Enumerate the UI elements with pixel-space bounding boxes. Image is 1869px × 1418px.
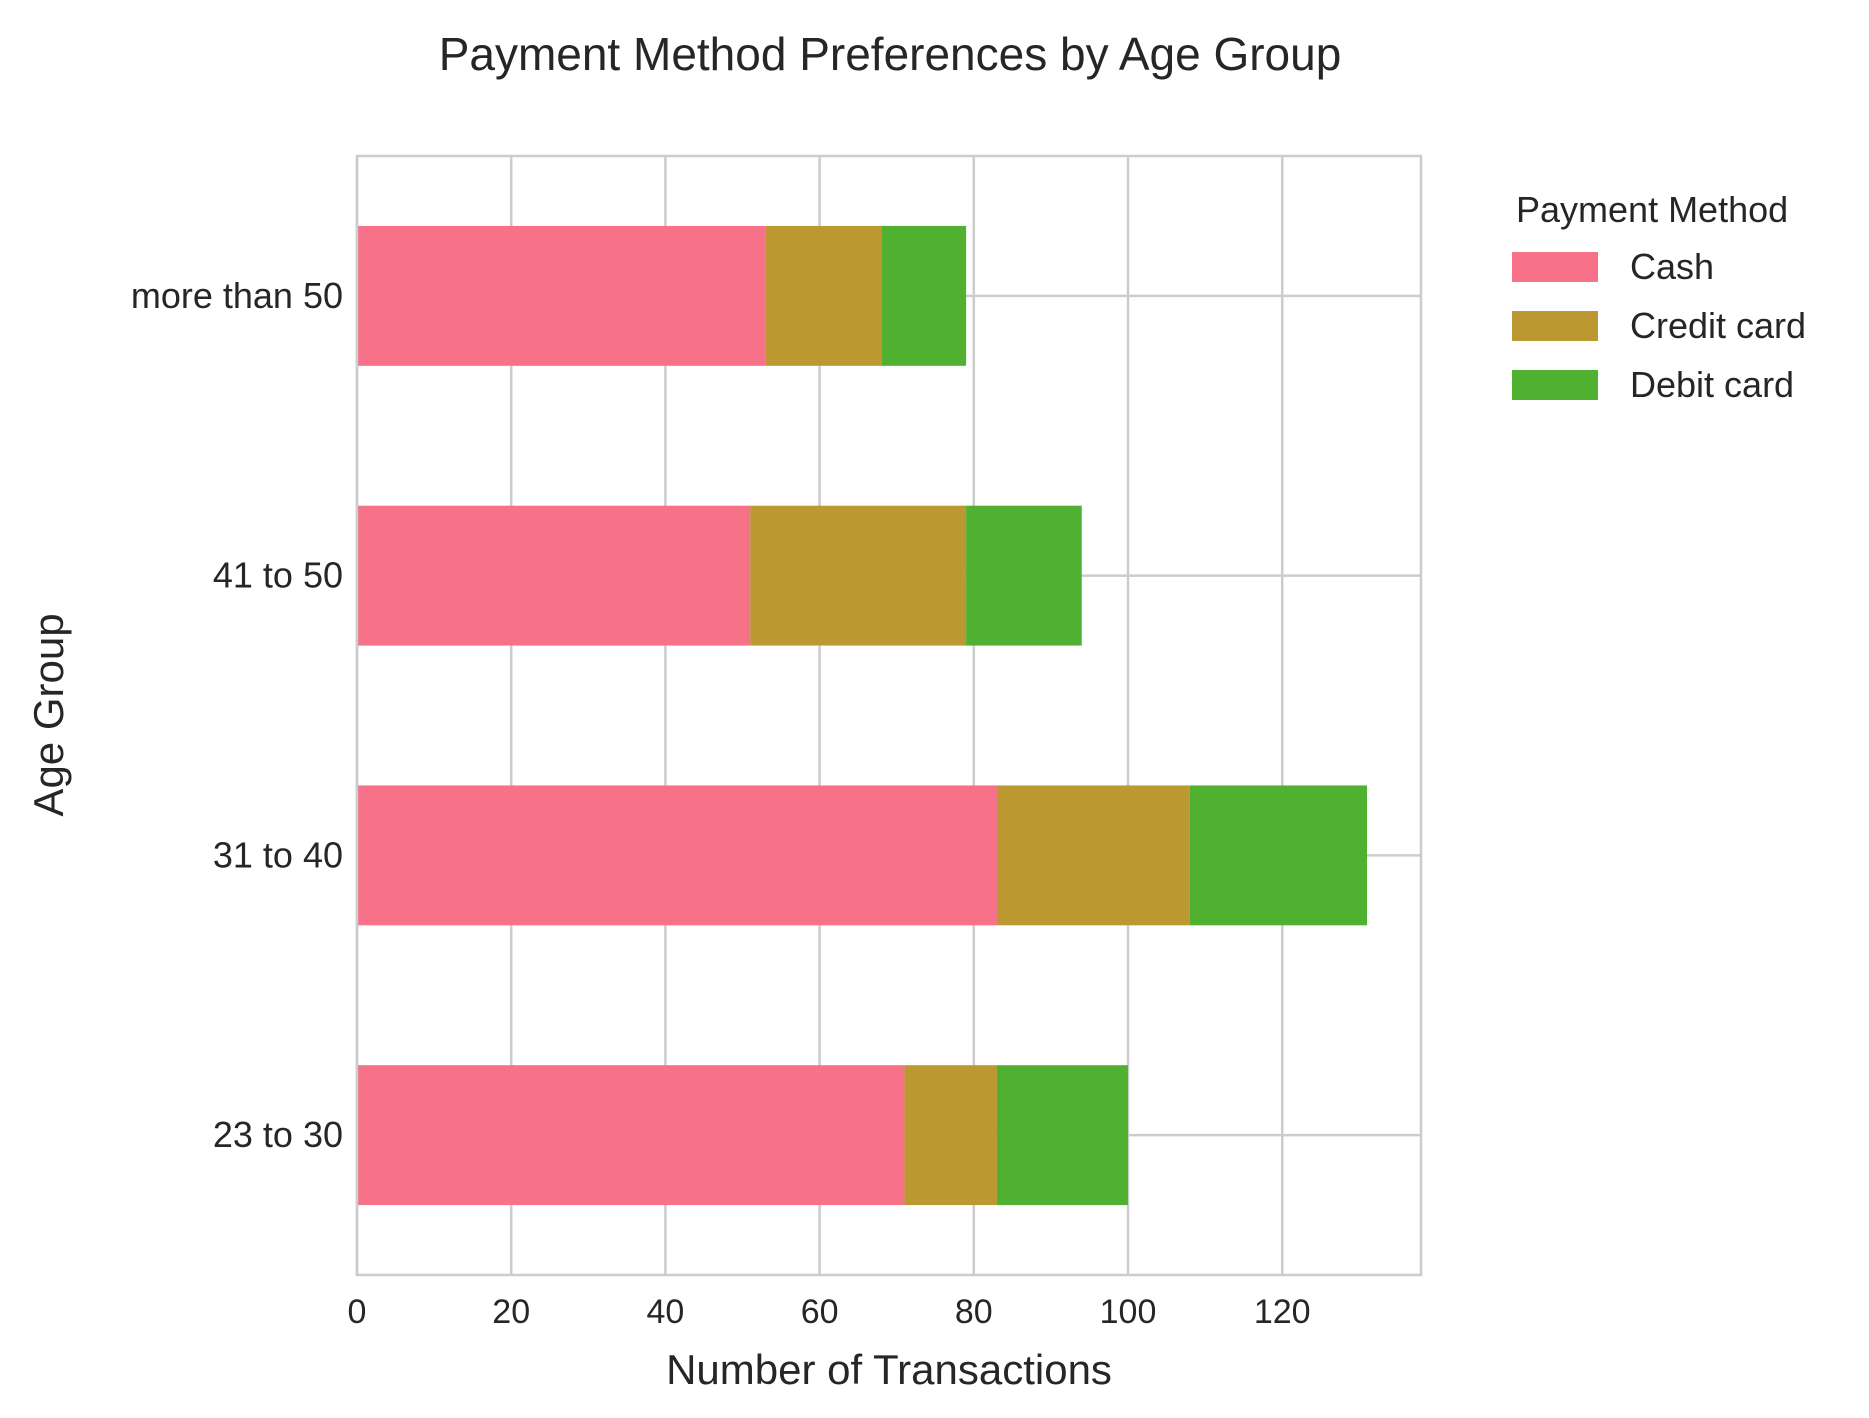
- legend-label: Cash: [1630, 246, 1714, 287]
- x-tick-label: 80: [955, 1293, 993, 1331]
- x-axis-label: Number of Transactions: [666, 1346, 1112, 1393]
- legend-label: Credit card: [1630, 305, 1806, 346]
- y-axis-label: Age Group: [25, 613, 72, 816]
- bar-segment: [357, 225, 766, 366]
- bar-segment: [881, 225, 967, 366]
- bars: [357, 225, 1368, 1206]
- legend-swatch: [1512, 311, 1598, 341]
- bar-segment: [904, 1065, 997, 1206]
- x-tick-label: 100: [1100, 1293, 1157, 1331]
- bar-segment: [750, 505, 967, 646]
- bar-segment: [996, 1065, 1129, 1206]
- x-tick-label: 20: [492, 1293, 530, 1331]
- x-tick-label: 40: [646, 1293, 684, 1331]
- bar-segment: [996, 785, 1190, 926]
- y-tick-label: 23 to 30: [213, 1114, 343, 1155]
- chart-title: Payment Method Preferences by Age Group: [439, 28, 1342, 80]
- bar-segment: [357, 1065, 905, 1206]
- x-tick-label: 60: [801, 1293, 839, 1331]
- legend-label: Debit card: [1630, 364, 1794, 405]
- bar-segment: [765, 225, 882, 366]
- legend-title: Payment Method: [1516, 189, 1788, 230]
- y-tick-label: 31 to 40: [213, 834, 343, 875]
- bar-segment: [1189, 785, 1368, 926]
- x-tick-label: 0: [348, 1293, 367, 1331]
- bar-segment: [357, 505, 751, 646]
- bar-segment: [966, 505, 1082, 646]
- bar-segment: [357, 785, 997, 926]
- y-tick-labels: 23 to 30 31 to 40 41 to 50 more than 50: [131, 275, 343, 1155]
- legend-swatch: [1512, 370, 1598, 400]
- x-tick-label: 120: [1254, 1293, 1311, 1331]
- y-tick-label: more than 50: [131, 275, 343, 316]
- legend-items: Cash Credit card Debit card: [1512, 246, 1806, 405]
- legend: Payment Method Cash Credit card Debit card: [1512, 189, 1806, 405]
- plot-frame: [355, 154, 1423, 1277]
- x-tick-labels: 0 20 40 60 80 100 120: [348, 1293, 1311, 1331]
- y-tick-label: 41 to 50: [213, 555, 343, 596]
- legend-swatch: [1512, 252, 1598, 282]
